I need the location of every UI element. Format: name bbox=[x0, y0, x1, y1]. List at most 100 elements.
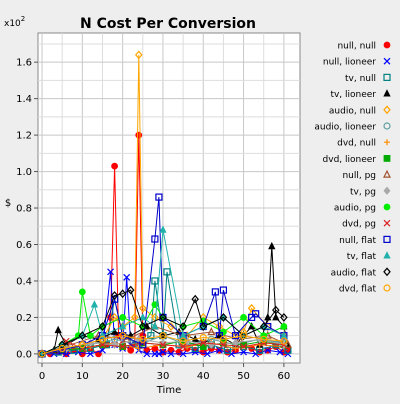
data-point bbox=[179, 322, 187, 331]
data-point bbox=[54, 325, 62, 334]
legend-label: audio, pg bbox=[334, 204, 376, 214]
legend-entry: tv, lioneer bbox=[330, 89, 391, 100]
data-point bbox=[155, 193, 163, 201]
data-point bbox=[110, 291, 119, 300]
data-point bbox=[139, 322, 147, 331]
data-point bbox=[276, 348, 284, 356]
chart-title: N Cost Per Conversion bbox=[80, 16, 256, 32]
legend-marker bbox=[383, 235, 391, 243]
data-point bbox=[260, 335, 268, 343]
legend-entry: tv, null bbox=[345, 73, 391, 84]
legend-marker bbox=[383, 267, 391, 277]
data-point bbox=[38, 350, 46, 358]
data-point bbox=[211, 288, 219, 296]
y-tick-label: 0.6 bbox=[16, 240, 32, 251]
legend-marker bbox=[383, 89, 391, 97]
data-point bbox=[284, 350, 292, 358]
legend-label: tv, null bbox=[345, 74, 376, 84]
y-tick-label: 0.4 bbox=[16, 276, 32, 287]
y-tick-label: 1.4 bbox=[16, 94, 32, 105]
data-point bbox=[159, 312, 167, 322]
x-tick-label: 40 bbox=[197, 371, 210, 382]
series-line bbox=[41, 289, 285, 355]
data-point bbox=[99, 341, 106, 349]
data-point bbox=[240, 314, 247, 321]
x-tick-label: 60 bbox=[278, 371, 291, 382]
legend-label: tv, pg bbox=[350, 187, 376, 197]
data-point bbox=[220, 339, 227, 347]
data-point bbox=[90, 300, 99, 308]
data-point bbox=[280, 337, 288, 345]
data-point bbox=[119, 332, 127, 340]
legend-label: audio, flat bbox=[331, 268, 377, 278]
legend-entry: null, flat bbox=[339, 235, 391, 246]
data-point bbox=[147, 332, 155, 340]
legend-entry: tv, pg bbox=[350, 186, 391, 197]
data-point bbox=[163, 268, 171, 276]
data-point bbox=[219, 341, 227, 349]
data-point bbox=[151, 235, 159, 243]
legend-label: audio, lioneer bbox=[314, 123, 376, 133]
legend-label: audio, null bbox=[329, 106, 376, 116]
legend-entry: audio, flat bbox=[331, 267, 391, 278]
legend-entry: dvd, null bbox=[337, 139, 390, 149]
data-point bbox=[139, 335, 147, 343]
data-point bbox=[151, 277, 159, 285]
data-point bbox=[151, 345, 159, 352]
data-point bbox=[219, 312, 228, 322]
data-point bbox=[111, 162, 118, 170]
data-point bbox=[191, 294, 199, 304]
data-point bbox=[239, 332, 248, 340]
data-point bbox=[123, 273, 131, 281]
legend-label: tv, lioneer bbox=[330, 90, 376, 100]
data-point bbox=[231, 338, 240, 348]
legend-marker bbox=[383, 169, 391, 178]
legend-marker bbox=[383, 284, 391, 292]
data-point bbox=[231, 332, 240, 340]
data-point bbox=[199, 322, 208, 331]
legend-label: null, null bbox=[337, 42, 376, 52]
legend-label: null, lioneer bbox=[323, 58, 376, 68]
data-point bbox=[280, 312, 288, 322]
data-point bbox=[159, 332, 167, 340]
legend-entry: dvd, flat bbox=[339, 284, 391, 295]
data-point bbox=[98, 322, 107, 331]
data-point bbox=[110, 327, 119, 335]
data-point bbox=[167, 350, 175, 358]
data-point bbox=[119, 314, 127, 321]
data-point bbox=[268, 241, 276, 250]
x-tick-label: 10 bbox=[76, 371, 89, 382]
y-multiplier-exponent: 2 bbox=[21, 15, 25, 23]
legend-entry: dvd, pg bbox=[342, 220, 391, 230]
legend-entry: tv, flat bbox=[347, 251, 391, 262]
data-point bbox=[78, 331, 87, 341]
legend-marker bbox=[383, 122, 391, 130]
data-point bbox=[203, 350, 211, 358]
data-point bbox=[272, 313, 280, 321]
data-point bbox=[118, 289, 127, 299]
legend-marker bbox=[383, 251, 391, 259]
data-point bbox=[78, 341, 86, 349]
legend-entry: null, lioneer bbox=[323, 58, 391, 68]
series-line bbox=[41, 291, 285, 355]
x-tick-label: 30 bbox=[157, 371, 170, 382]
x-tick-label: 20 bbox=[116, 371, 129, 382]
data-point bbox=[159, 225, 167, 233]
data-point bbox=[134, 50, 143, 60]
legend-entry: dvd, lioneer bbox=[323, 155, 391, 165]
legend-marker bbox=[383, 186, 391, 195]
data-point bbox=[126, 285, 135, 295]
data-point bbox=[78, 288, 86, 296]
data-point bbox=[159, 348, 167, 356]
data-point bbox=[139, 303, 147, 313]
data-point bbox=[248, 313, 256, 322]
data-point bbox=[223, 346, 232, 354]
data-point bbox=[167, 322, 175, 331]
data-point bbox=[159, 341, 167, 349]
legend-label: dvd, null bbox=[337, 139, 376, 149]
legend: null, null null, lioneer tv, null tv, lione… bbox=[314, 42, 391, 295]
legend-label: dvd, lioneer bbox=[323, 155, 377, 165]
data-point bbox=[259, 322, 268, 331]
